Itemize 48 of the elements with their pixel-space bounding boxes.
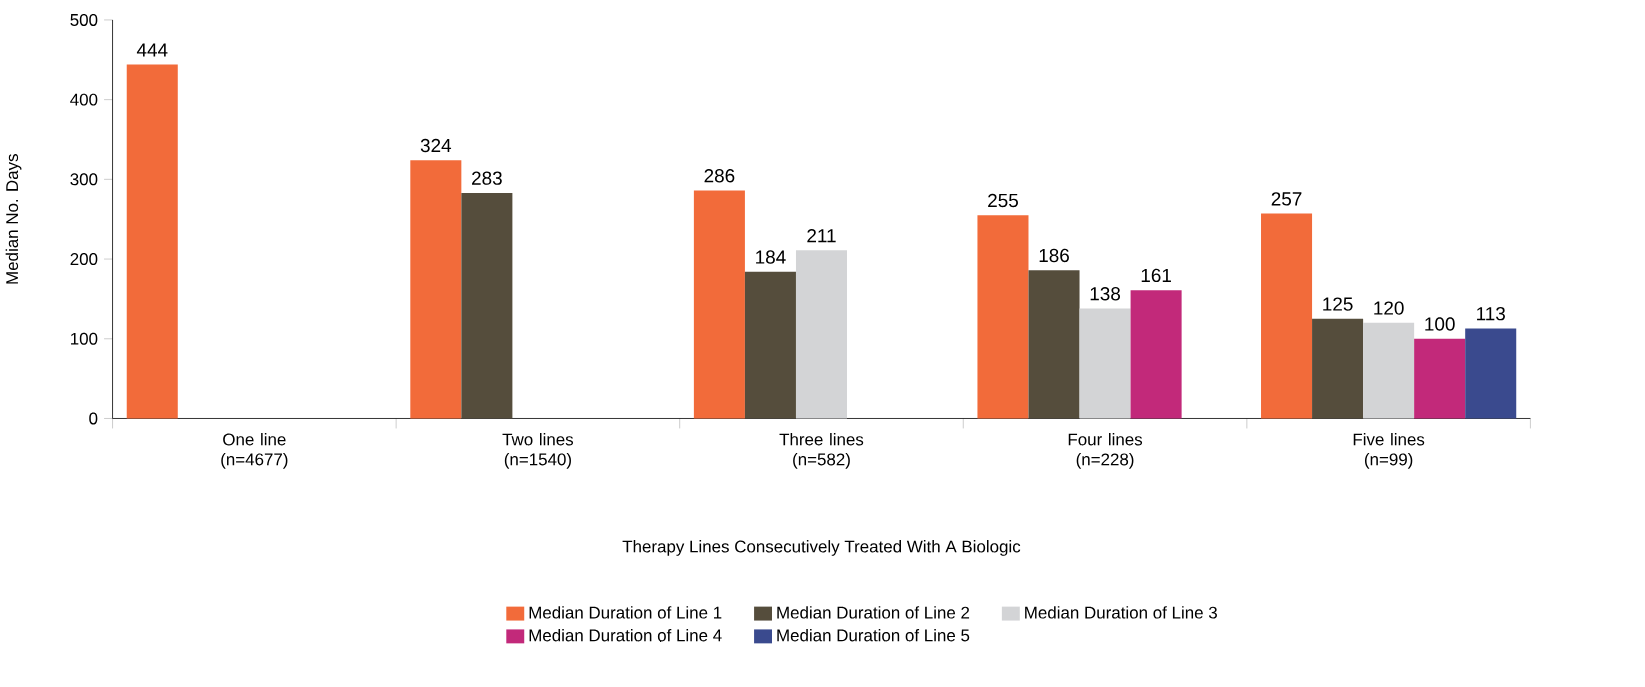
- bar: [461, 193, 513, 419]
- bar: [1465, 328, 1517, 419]
- x-axis-title: Therapy Lines Consecutively Treated With A Biologic: [622, 540, 1021, 557]
- bar: [1261, 213, 1313, 419]
- data-label: 138: [1090, 287, 1121, 301]
- bar: [1028, 270, 1080, 419]
- bar: [977, 215, 1029, 419]
- bar: [1414, 339, 1466, 419]
- legend-label: Median Duration of Line 2: [777, 606, 970, 619]
- bar: [1312, 319, 1364, 419]
- bar: [410, 160, 462, 419]
- legend-label: Median Duration of Line 1: [529, 606, 722, 619]
- data-label: 324: [420, 139, 452, 153]
- legend-label: Median Duration of Line 3: [1025, 606, 1217, 619]
- data-label: 186: [1039, 249, 1069, 263]
- bar: [1363, 323, 1415, 419]
- bar: [744, 272, 796, 419]
- y-tick-label: 200: [70, 253, 98, 266]
- y-tick-label: 400: [70, 93, 98, 106]
- x-tick-label: Four lines (n=228): [1068, 433, 1143, 469]
- x-tick-label: Two lines (n=1540): [502, 433, 574, 469]
- data-label: 120: [1374, 301, 1404, 316]
- bar: [693, 190, 745, 419]
- bar: [126, 64, 178, 419]
- data-label: 184: [756, 250, 786, 265]
- data-label: 257: [1271, 192, 1302, 206]
- legend-label: Median Duration of Line 5: [777, 629, 970, 642]
- data-label: 100: [1425, 317, 1455, 331]
- data-label: 113: [1477, 307, 1505, 321]
- x-tick-label: Five lines (n=99): [1353, 433, 1425, 469]
- data-label: 161: [1141, 268, 1171, 283]
- y-tick-label: 100: [71, 333, 98, 345]
- data-label: 283: [472, 171, 502, 186]
- data-label: 211: [807, 229, 836, 243]
- x-tick-label: Three lines (n=582): [779, 433, 864, 469]
- y-tick-label: 300: [70, 173, 98, 186]
- y-axis-title: Median No. Days: [5, 154, 22, 284]
- legend-label: Median Duration of Line 4: [529, 629, 722, 642]
- y-tick-label: 0: [89, 412, 98, 425]
- bar: [1079, 308, 1131, 419]
- y-tick-label: 500: [70, 14, 98, 27]
- data-label: 286: [704, 169, 735, 183]
- data-label: 255: [988, 194, 1018, 208]
- x-tick-label: One line (n=4677): [221, 433, 288, 469]
- bar: [1130, 290, 1182, 419]
- bar: [795, 250, 848, 419]
- data-label: 125: [1323, 297, 1353, 312]
- data-label: 444: [136, 43, 168, 57]
